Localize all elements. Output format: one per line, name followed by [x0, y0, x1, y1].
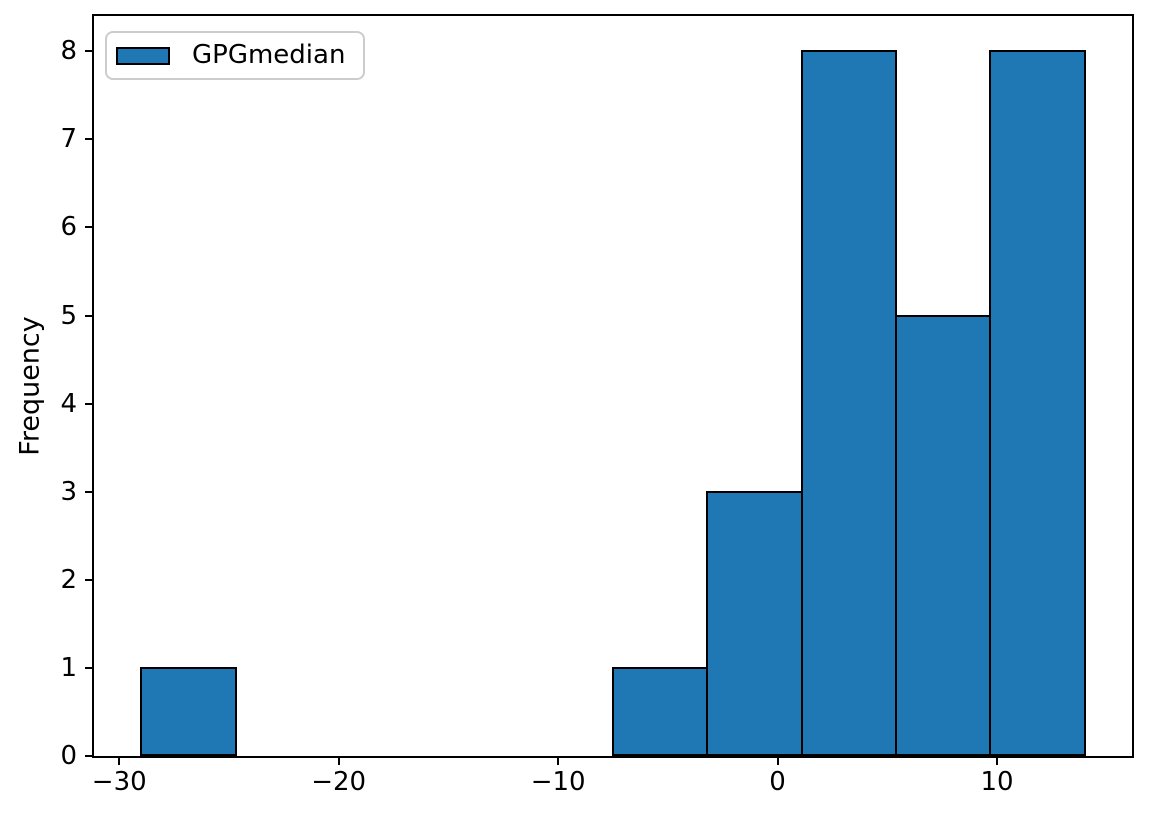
x-axis-tick-label: −10 [530, 767, 586, 797]
histogram-bar [989, 50, 1086, 756]
y-axis-tick-label: 4 [60, 388, 77, 419]
y-axis-tick [85, 138, 92, 141]
histogram-bar [706, 490, 803, 756]
histogram-bar [800, 50, 898, 756]
legend-label: GPGmedian [192, 40, 346, 70]
x-axis-tick-label: −30 [91, 767, 147, 797]
x-axis-tick [337, 758, 340, 765]
y-axis-tick-label: 7 [60, 124, 77, 155]
histogram-bar [612, 666, 709, 756]
y-axis-tick [85, 578, 92, 581]
histogram-bar [140, 666, 237, 756]
plot-area: GPGmedian −30 −20 −10 0 10 0 1 2 3 4 5 6 7 8 [60, 14, 1134, 796]
histogram-bar [895, 314, 992, 756]
x-axis-tick [996, 758, 999, 765]
y-axis-tick-label: 5 [60, 300, 77, 331]
y-axis-tick-label: 8 [60, 36, 77, 67]
y-axis-tick-label: 2 [60, 564, 77, 595]
y-axis-tick-label: 0 [60, 741, 77, 771]
x-axis-tick [557, 758, 560, 765]
y-axis-tick [85, 402, 92, 405]
y-axis-tick [85, 490, 92, 493]
x-axis-tick-label: 0 [769, 767, 786, 797]
y-axis-tick-label: 6 [60, 212, 77, 243]
x-axis-tick-label: −20 [311, 767, 367, 797]
x-axis-tick [776, 758, 779, 765]
y-axis-tick-label: 3 [60, 476, 77, 507]
legend-swatch-icon [116, 46, 170, 65]
y-axis-tick [85, 314, 92, 317]
x-axis-tick [118, 758, 121, 765]
y-axis-tick [85, 666, 92, 669]
legend: GPGmedian [105, 31, 366, 80]
y-axis-label: Frequency [14, 316, 46, 456]
y-axis-tick [85, 755, 92, 757]
y-axis-tick [85, 226, 92, 229]
y-axis-tick [85, 50, 92, 53]
y-axis-tick-label: 1 [60, 652, 77, 683]
x-axis-tick-label: 10 [980, 767, 1014, 797]
